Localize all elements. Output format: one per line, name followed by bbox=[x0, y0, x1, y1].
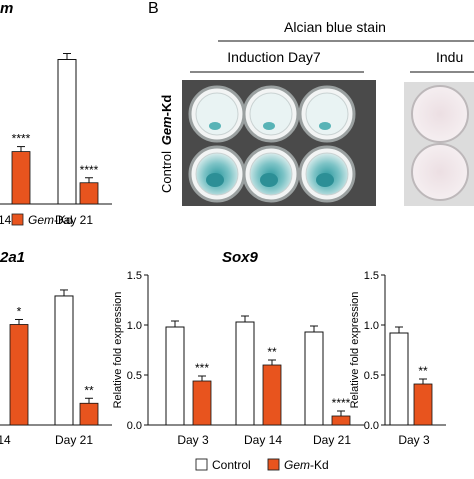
induction-day7-label: Induction Day7 bbox=[227, 49, 321, 65]
bar-gem-kd bbox=[11, 151, 31, 205]
x-tick-label: Day 3 bbox=[177, 433, 209, 447]
x-tick-label: Day 3 bbox=[398, 433, 430, 447]
x-tick-label: y 14 bbox=[0, 213, 12, 227]
y-tick-label: 1.0 bbox=[364, 320, 379, 332]
title-partial-top: m bbox=[0, 0, 13, 17]
bar-gem-kd bbox=[9, 324, 29, 426]
bar-control bbox=[389, 332, 409, 426]
bar-control bbox=[165, 326, 185, 426]
y-axis-label: Relative fold expression bbox=[112, 292, 124, 409]
stain-spot bbox=[260, 173, 278, 187]
x-tick-label: Day 21 bbox=[313, 433, 351, 447]
significance-label: **** bbox=[332, 396, 351, 410]
y-tick-label: 0.0 bbox=[364, 420, 379, 432]
bar-control bbox=[235, 321, 255, 426]
well-faint bbox=[411, 85, 469, 143]
significance-label: **** bbox=[12, 132, 31, 146]
bar-gem-kd bbox=[192, 380, 212, 426]
row-label-gem: Gem-Kd bbox=[159, 95, 174, 146]
well-plate-day7 bbox=[188, 85, 356, 203]
legend-control-label: Control bbox=[212, 458, 251, 472]
significance-label: ** bbox=[267, 345, 277, 359]
well-interior bbox=[249, 92, 293, 136]
panel-b-letter: B bbox=[148, 0, 159, 17]
y-tick-label: 0.5 bbox=[127, 370, 142, 382]
stain-spot bbox=[319, 122, 331, 130]
bar-gem-kd bbox=[262, 364, 282, 426]
significance-label: ** bbox=[418, 364, 428, 378]
chart-top-left: **** y 14 **** Day 21 bbox=[0, 53, 112, 227]
chart-bottom-left: * 14 ** Day 21 bbox=[0, 289, 112, 447]
y-tick-label: 0.5 bbox=[364, 370, 379, 382]
stain-spot bbox=[263, 122, 275, 130]
x-tick-label: Day 21 bbox=[55, 433, 93, 447]
bar-gem-kd bbox=[79, 182, 99, 205]
well-interior bbox=[305, 92, 349, 136]
row-label-control: Control bbox=[159, 151, 174, 193]
bar-control bbox=[304, 331, 324, 426]
legend-top-gem-label: Gem-Kd bbox=[28, 213, 73, 227]
legend-control-swatch bbox=[195, 458, 208, 471]
y-axis-label: Relative fold expression bbox=[349, 292, 361, 409]
stain-spot bbox=[209, 122, 221, 130]
stain-spot bbox=[316, 173, 334, 187]
significance-label: ** bbox=[84, 383, 94, 397]
title-partial-bottom: 2a1 bbox=[0, 249, 25, 266]
y-tick-label: 0.0 bbox=[127, 420, 142, 432]
legend-gem-label: Gem-Kd bbox=[284, 458, 329, 472]
x-tick-label: Day 21 bbox=[55, 213, 93, 227]
well-plate-partial bbox=[411, 85, 469, 201]
title-sox9: Sox9 bbox=[222, 249, 259, 266]
significance-label: **** bbox=[80, 163, 99, 177]
induction-partial-label: Indu bbox=[436, 49, 463, 65]
x-tick-label: Day 14 bbox=[244, 433, 282, 447]
significance-label: * bbox=[17, 304, 22, 318]
bar-control bbox=[57, 59, 77, 205]
stain-spot bbox=[206, 173, 224, 187]
y-tick-label: 1.0 bbox=[127, 320, 142, 332]
y-tick-label: 1.5 bbox=[364, 270, 379, 282]
legend-gem-swatch bbox=[267, 458, 280, 471]
bar-gem-kd bbox=[413, 383, 433, 426]
x-tick-label: 14 bbox=[0, 433, 11, 447]
bar-gem-kd bbox=[79, 402, 99, 426]
legend-top-gem-swatch bbox=[11, 213, 24, 226]
well-faint bbox=[411, 143, 469, 201]
y-tick-label: 1.5 bbox=[127, 270, 142, 282]
stain-label: Alcian blue stain bbox=[284, 19, 386, 35]
well-interior bbox=[195, 92, 239, 136]
bar-control bbox=[54, 295, 74, 426]
significance-label: *** bbox=[195, 361, 209, 375]
bar-gem-kd bbox=[331, 415, 351, 426]
